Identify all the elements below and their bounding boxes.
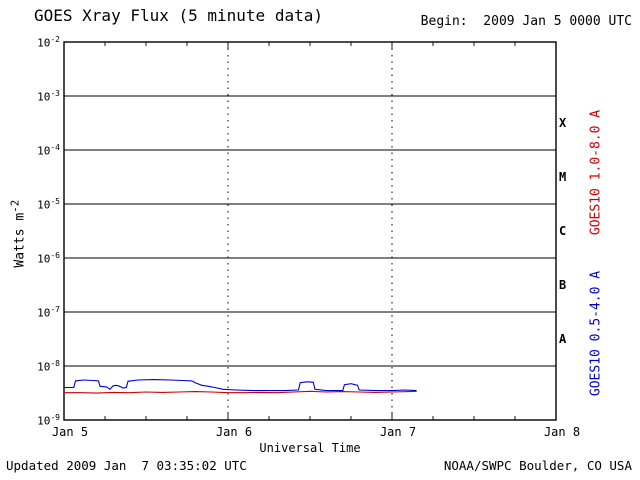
y-tick-label: 10-7 <box>37 305 60 320</box>
x-tick-label: Jan 5 <box>51 425 89 439</box>
flare-class-label-c: C <box>559 224 567 238</box>
flare-class-label-x: X <box>559 116 567 130</box>
x-tick-label: Jan 8 <box>543 425 581 439</box>
y-tick-label: 10-2 <box>37 35 60 50</box>
flare-class-label-b: B <box>559 278 567 292</box>
chart-title: GOES Xray Flux (5 minute data) <box>34 6 323 25</box>
plot-border <box>63 41 557 421</box>
y-tick-label: 10-5 <box>37 197 60 212</box>
y-tick-label: 10-6 <box>37 251 60 266</box>
x-axis-label: Universal Time <box>259 441 361 455</box>
updated-timestamp: Updated 2009 Jan 7 03:35:02 UTC <box>6 458 247 473</box>
series-line-goes10-short <box>64 379 417 392</box>
y-tick-label: 10-9 <box>37 413 60 428</box>
y-tick-label: 10-3 <box>37 89 60 104</box>
x-tick-label: Jan 7 <box>379 425 417 439</box>
flare-class-label-m: M <box>559 170 567 184</box>
y-tick-label: 10-8 <box>37 359 60 374</box>
y-tick-label: 10-4 <box>37 143 60 158</box>
agency-credit: NOAA/SWPC Boulder, CO USA <box>443 458 632 473</box>
series-label-goes10-short: GOES10 0.5-4.0 A <box>588 270 604 397</box>
series-line-goes10-long <box>64 390 417 394</box>
flare-class-label-a: A <box>559 332 567 346</box>
x-tick-label: Jan 6 <box>215 425 253 439</box>
begin-time-label: Begin: 2009 Jan 5 0000 UTC <box>420 14 632 29</box>
series-label-goes10-long: GOES10 1.0-8.0 A <box>588 109 604 236</box>
